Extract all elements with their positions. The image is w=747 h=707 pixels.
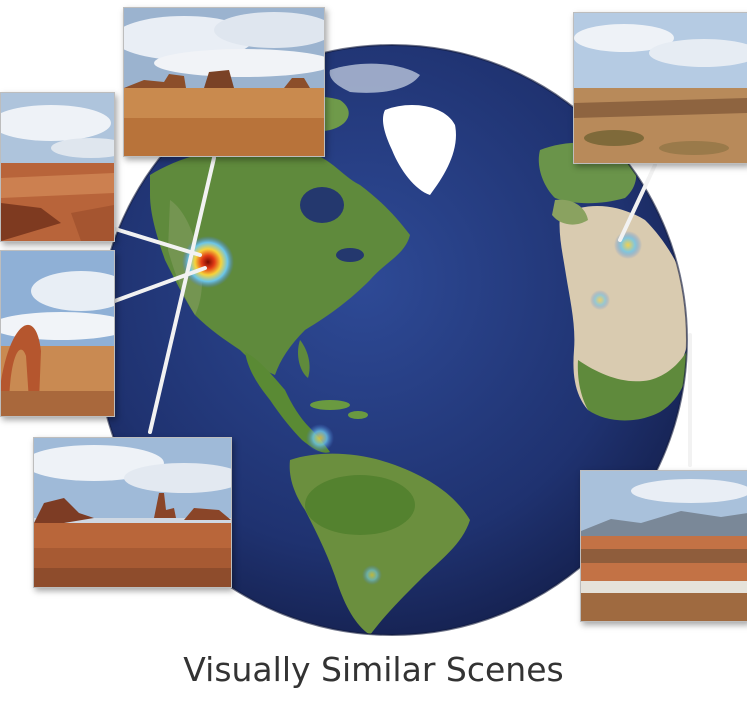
africa-savanna [577,345,687,421]
north-america [150,146,410,375]
africa [559,205,687,414]
andes-heat-spot [362,565,382,585]
connector-arch [110,266,207,304]
africa-heat-spot [614,231,642,259]
connector-sahara [618,163,657,242]
connector-canyon [110,226,202,257]
connector-top [148,156,216,434]
scene-desert-plain-mountains [580,470,747,622]
figure-caption: Visually Similar Scenes [183,650,564,689]
iberia [552,199,588,225]
scene-sahara-plateau [573,12,747,164]
southwest-heat-spot [182,236,234,288]
mexico-heat-spot [306,424,334,452]
scene-desert-spires [33,437,232,588]
scene-delicate-arch [0,250,115,417]
central-america [245,352,330,453]
scene-monument-valley-buttes [123,7,325,157]
hispaniola [348,411,368,419]
cuba [310,400,350,410]
amazon-basin [305,475,415,535]
hudson-bay [300,187,344,223]
great-lakes [336,248,364,262]
africa-heat-spot-2 [590,290,610,310]
scene-canyon-overlook [0,92,115,242]
florida [297,340,310,378]
arctic-ice [329,63,420,93]
greenland [382,105,456,195]
